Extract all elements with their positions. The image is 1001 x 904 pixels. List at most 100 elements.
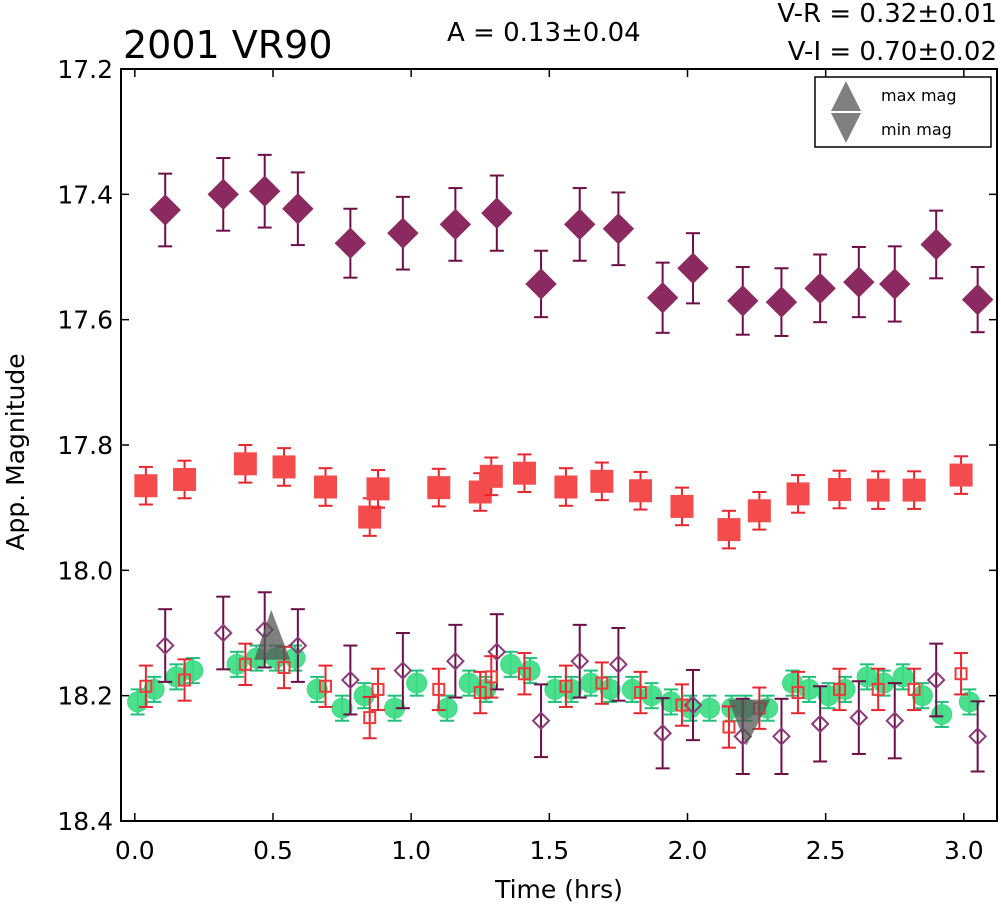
open-diamond-point	[155, 636, 175, 655]
legend-label-max-mag: max mag	[881, 86, 957, 105]
open-square-point	[791, 686, 805, 700]
filled-square-point	[173, 467, 197, 491]
open-square-point	[277, 660, 291, 674]
amplitude-annotation: A = 0.13±0.04	[447, 18, 641, 48]
filled-circle-point	[931, 703, 953, 725]
max-mag-marker	[254, 609, 291, 660]
error-bar	[517, 652, 532, 696]
filled-circle-point	[143, 678, 165, 700]
error-bar	[887, 682, 902, 760]
filled-diamond-point	[149, 194, 181, 226]
filled-diamond-point	[564, 208, 596, 241]
v-r-color-annotation: V-R = 0.32±0.01	[777, 0, 997, 29]
chart-title: 2001 VR90	[123, 23, 333, 67]
open-square-point	[363, 711, 377, 725]
filled-square-point	[747, 499, 771, 523]
v-i-color-annotation: V-I = 0.70±0.02	[788, 37, 997, 67]
x-axis-label: Time (hrs)	[494, 875, 623, 904]
filled-circle-point	[306, 678, 328, 700]
open-square-point	[907, 682, 921, 696]
open-square-point	[432, 682, 446, 696]
filled-square-point	[629, 479, 653, 503]
y-axis-label: App. Magnitude	[1, 353, 30, 550]
filled-diamond-point	[481, 197, 513, 229]
error-bar	[484, 655, 499, 699]
error-bar	[907, 667, 922, 712]
filled-circle-point	[699, 697, 721, 719]
filled-square-point	[949, 463, 973, 487]
y-tick-label: 17.6	[57, 306, 113, 335]
filled-diamond-point	[804, 272, 836, 305]
y-axis: 17.2 17.4 17.6 17.8 18.0 18.2 18.4	[57, 55, 997, 836]
filled-diamond-point	[646, 282, 679, 314]
filled-square-point	[717, 518, 741, 542]
filled-square-point	[427, 476, 451, 500]
error-bar	[655, 697, 670, 770]
error-bar	[611, 626, 626, 702]
filled-diamond-point	[920, 228, 952, 261]
filled-diamond-point	[677, 252, 709, 284]
filled-circle-point	[436, 697, 458, 719]
open-square-point	[675, 698, 689, 712]
open-diamond-point	[926, 670, 946, 690]
filled-diamond-point	[727, 285, 759, 317]
error-bar	[674, 683, 689, 727]
open-diamond-point	[340, 670, 360, 690]
open-diamond-point	[849, 708, 869, 728]
filled-square-point	[554, 475, 578, 499]
error-bar	[431, 667, 446, 712]
error-bar	[813, 685, 828, 763]
open-diamond-point	[531, 711, 551, 731]
filled-square-point	[358, 505, 382, 529]
open-square-point	[371, 682, 385, 696]
open-square-point	[318, 679, 332, 693]
x-tick-label: 1.0	[391, 836, 431, 865]
legend-label-min-mag: min mag	[881, 120, 952, 139]
open-square-point	[484, 670, 498, 684]
filled-circle-point	[660, 691, 682, 713]
error-bar	[238, 642, 253, 687]
filled-diamond-point	[765, 286, 798, 318]
y-tick-label: 17.8	[57, 431, 113, 460]
open-square-point	[517, 667, 531, 681]
filled-square-point	[233, 452, 257, 476]
error-bar	[177, 658, 192, 702]
y-tick-label: 18.2	[57, 682, 113, 711]
filled-circle-point	[331, 697, 353, 719]
error-bar	[774, 697, 789, 775]
filled-diamond-point	[334, 227, 367, 259]
error-bar	[216, 595, 231, 671]
error-bar	[318, 664, 333, 708]
filled-square-point	[670, 494, 694, 518]
filled-circle-point	[798, 678, 820, 700]
x-axis: 0.0 0.5 1.0 1.5 2.0 2.5 3.0	[115, 69, 984, 865]
filled-diamond-point	[439, 208, 472, 241]
error-bar	[343, 644, 358, 716]
filled-square-point	[366, 477, 390, 501]
y-tick-label: 17.4	[57, 180, 113, 209]
open-diamond-point	[445, 651, 465, 671]
error-bar	[791, 670, 806, 715]
x-tick-label: 1.5	[529, 836, 569, 865]
filled-diamond-point	[879, 268, 911, 300]
y-tick-label: 17.2	[57, 55, 113, 84]
open-diamond-point	[288, 636, 308, 655]
y-tick-label: 18.0	[57, 556, 113, 585]
filled-diamond-point	[602, 213, 635, 245]
x-tick-label: 2.5	[806, 836, 846, 865]
error-bar	[534, 683, 549, 759]
filled-square-point	[134, 474, 158, 498]
filled-square-point	[479, 464, 503, 488]
filled-diamond-point	[525, 268, 557, 300]
error-bar	[686, 668, 701, 742]
error-bar	[970, 700, 985, 773]
y-tick-label: 18.4	[57, 807, 113, 836]
error-bar	[633, 670, 648, 715]
filled-circle-point	[226, 653, 248, 675]
open-square-point	[634, 686, 648, 700]
error-bar	[362, 695, 377, 740]
error-bar	[929, 642, 944, 718]
error-bar	[370, 667, 385, 712]
filled-circle-point	[182, 660, 204, 682]
